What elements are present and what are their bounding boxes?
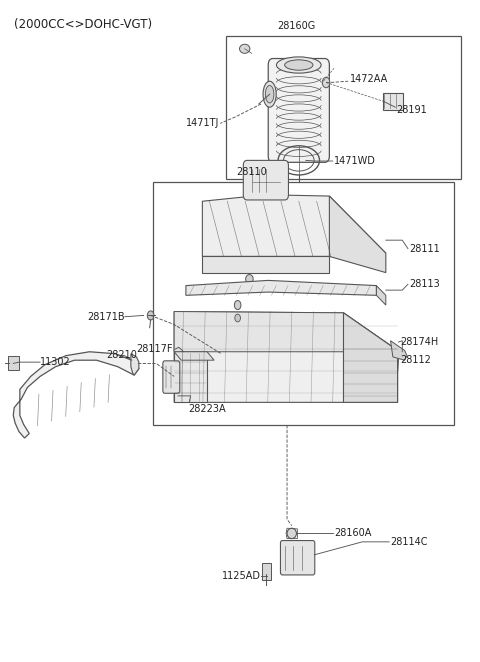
Text: 1472AA: 1472AA xyxy=(349,74,388,84)
Text: 28160A: 28160A xyxy=(334,528,372,538)
Ellipse shape xyxy=(246,275,253,283)
Ellipse shape xyxy=(323,77,330,87)
Text: 11302: 11302 xyxy=(40,357,71,367)
Polygon shape xyxy=(203,256,329,273)
Text: 28112: 28112 xyxy=(400,355,431,365)
Polygon shape xyxy=(186,281,376,295)
Text: (2000CC<>DOHC-VGT): (2000CC<>DOHC-VGT) xyxy=(14,19,152,31)
Text: 28111: 28111 xyxy=(409,244,440,254)
Text: 1471TJ: 1471TJ xyxy=(185,118,219,128)
Polygon shape xyxy=(391,341,407,360)
Ellipse shape xyxy=(240,44,250,54)
Text: 1471WD: 1471WD xyxy=(334,156,376,166)
Text: 28223A: 28223A xyxy=(188,404,226,414)
Polygon shape xyxy=(376,285,386,305)
Ellipse shape xyxy=(265,85,274,103)
FancyBboxPatch shape xyxy=(262,563,271,580)
FancyBboxPatch shape xyxy=(383,93,403,110)
Ellipse shape xyxy=(287,528,297,539)
Text: 28210: 28210 xyxy=(107,350,137,360)
FancyBboxPatch shape xyxy=(268,58,329,162)
Text: 28117F: 28117F xyxy=(137,344,173,354)
Polygon shape xyxy=(203,195,386,256)
Text: 1125AD: 1125AD xyxy=(222,571,261,581)
Polygon shape xyxy=(344,313,397,402)
FancyBboxPatch shape xyxy=(8,355,19,370)
Ellipse shape xyxy=(285,60,313,70)
Ellipse shape xyxy=(235,314,240,322)
FancyBboxPatch shape xyxy=(243,160,288,200)
Text: 28191: 28191 xyxy=(396,105,427,115)
Text: 28113: 28113 xyxy=(409,279,440,289)
Ellipse shape xyxy=(276,57,321,73)
Text: 28110: 28110 xyxy=(236,167,267,177)
Polygon shape xyxy=(174,312,397,402)
Polygon shape xyxy=(329,196,386,273)
FancyBboxPatch shape xyxy=(280,541,315,575)
Polygon shape xyxy=(174,352,207,402)
Polygon shape xyxy=(174,312,397,352)
Ellipse shape xyxy=(234,301,241,310)
Polygon shape xyxy=(131,354,139,375)
Text: 28160G: 28160G xyxy=(277,21,315,31)
FancyBboxPatch shape xyxy=(163,361,180,393)
Text: 28174H: 28174H xyxy=(400,337,438,347)
Ellipse shape xyxy=(147,311,154,320)
Text: 28114C: 28114C xyxy=(391,537,428,547)
Ellipse shape xyxy=(263,81,276,107)
Polygon shape xyxy=(13,352,139,438)
Text: 28171B: 28171B xyxy=(87,312,125,322)
Polygon shape xyxy=(174,352,214,360)
